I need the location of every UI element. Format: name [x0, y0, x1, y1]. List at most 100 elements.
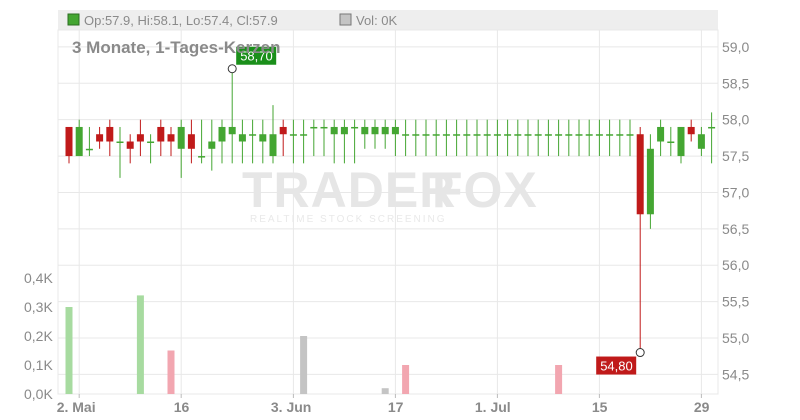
price-tick-label: 58,0	[722, 112, 749, 128]
x-tick-label: 17	[388, 399, 404, 415]
x-tick-label: 1. Jul	[475, 399, 511, 415]
header-bar	[58, 10, 718, 30]
volume-bar	[381, 388, 389, 394]
candle-body	[157, 126, 165, 142]
price-tick-label: 59,0	[722, 39, 749, 55]
volume-bar	[167, 350, 175, 394]
candle-body	[106, 126, 114, 142]
candle	[493, 119, 501, 157]
candle	[218, 119, 226, 164]
price-tick-label: 56,5	[722, 221, 749, 237]
candle-body	[361, 126, 369, 135]
candle-body	[463, 134, 471, 136]
candle	[106, 119, 114, 157]
candle-body	[249, 134, 257, 136]
candle-body	[422, 134, 430, 136]
price-tick-label: 55,5	[722, 294, 749, 310]
candle-body	[697, 134, 705, 149]
candle-body	[708, 126, 716, 129]
candle	[116, 126, 124, 178]
candle	[371, 119, 379, 149]
volume-tick-label: 0,3K	[24, 299, 53, 315]
marker-flag	[236, 46, 277, 65]
candle	[636, 126, 644, 353]
price-axis: 59,0 58,5 58,0 57,5 57,0 56,5 56,0 55,5 55,0 54,5	[722, 39, 749, 382]
candle-body	[136, 134, 144, 142]
chart-subtitle: 3 Monate, 1-Tages-Kerzen	[72, 38, 280, 57]
volume-bar	[555, 365, 563, 394]
volume-tick-label: 0,1K	[24, 357, 53, 373]
candle	[555, 119, 563, 157]
candle-body	[534, 134, 542, 136]
candle-body	[198, 156, 206, 158]
candle	[147, 134, 155, 164]
candle-body	[96, 134, 104, 142]
candle	[626, 119, 634, 157]
volume-tick-label: 0,2K	[24, 328, 53, 344]
volume-axis: 0,4K 0,3K 0,2K 0,1K 0,0K	[24, 270, 53, 402]
candle-body	[238, 134, 246, 142]
candle-body	[402, 134, 410, 136]
candle	[453, 119, 461, 157]
candle	[228, 68, 236, 164]
candle-body	[320, 126, 328, 129]
candle	[361, 119, 369, 149]
candle-body	[626, 134, 634, 136]
candle-body	[310, 126, 318, 129]
candle-body	[391, 126, 399, 135]
candle	[289, 119, 297, 164]
candle-body	[616, 134, 624, 136]
ohlc-readout: Op:57.9, Hi:58.1, Lo:57.4, Cl:57.9	[84, 13, 278, 28]
candle-body	[371, 126, 379, 135]
candle	[595, 119, 603, 157]
candle	[340, 119, 348, 164]
candle-body	[606, 134, 614, 136]
candle	[208, 119, 216, 171]
volume-bar	[300, 336, 308, 394]
header-legend: Op:57.9, Hi:58.1, Lo:57.4, Cl:57.9 Vol: …	[67, 13, 398, 28]
watermark-tagline: REALTIME STOCK SCREENING	[250, 214, 447, 225]
candle-body	[473, 134, 481, 136]
candle-body	[646, 148, 654, 215]
candle-body	[657, 126, 665, 142]
volume-bar	[136, 295, 144, 394]
candle	[708, 112, 716, 164]
candle-body	[514, 134, 522, 136]
candle-body	[167, 134, 175, 142]
candle-body	[300, 134, 308, 136]
candle-body	[65, 126, 73, 157]
volume-bar	[65, 307, 73, 394]
high-marker: 58,70	[227, 46, 277, 74]
candle-body	[565, 134, 573, 136]
candle-body	[75, 126, 83, 157]
candle	[249, 119, 257, 164]
candle-body	[259, 134, 267, 142]
candle	[279, 119, 287, 157]
candle-body	[126, 141, 134, 149]
price-tick-label: 56,0	[722, 257, 749, 273]
watermark-brand-right: FOX	[432, 162, 538, 218]
candle	[585, 119, 593, 157]
volume-readout: Vol: 0K	[356, 13, 398, 28]
time-axis: 2. Mai 16 3. Jun 17 1. Jul 15 29	[57, 394, 710, 415]
low-marker: 54,80	[596, 348, 645, 375]
candle-body	[636, 134, 644, 215]
candle-body	[279, 126, 287, 135]
candle-body	[381, 126, 389, 135]
watermark-brand-left: TRADER	[242, 162, 456, 218]
candle	[402, 119, 410, 157]
candles	[65, 68, 716, 353]
candle-body	[544, 134, 552, 136]
candle-body	[208, 141, 216, 149]
candle-body	[595, 134, 603, 136]
candle	[198, 119, 206, 164]
candle-body	[585, 134, 593, 136]
candle-body	[667, 141, 675, 144]
price-tick-label: 57,5	[722, 148, 749, 164]
candle	[442, 119, 450, 157]
candle	[606, 119, 614, 157]
candle-body	[483, 134, 491, 136]
candle	[187, 119, 195, 164]
